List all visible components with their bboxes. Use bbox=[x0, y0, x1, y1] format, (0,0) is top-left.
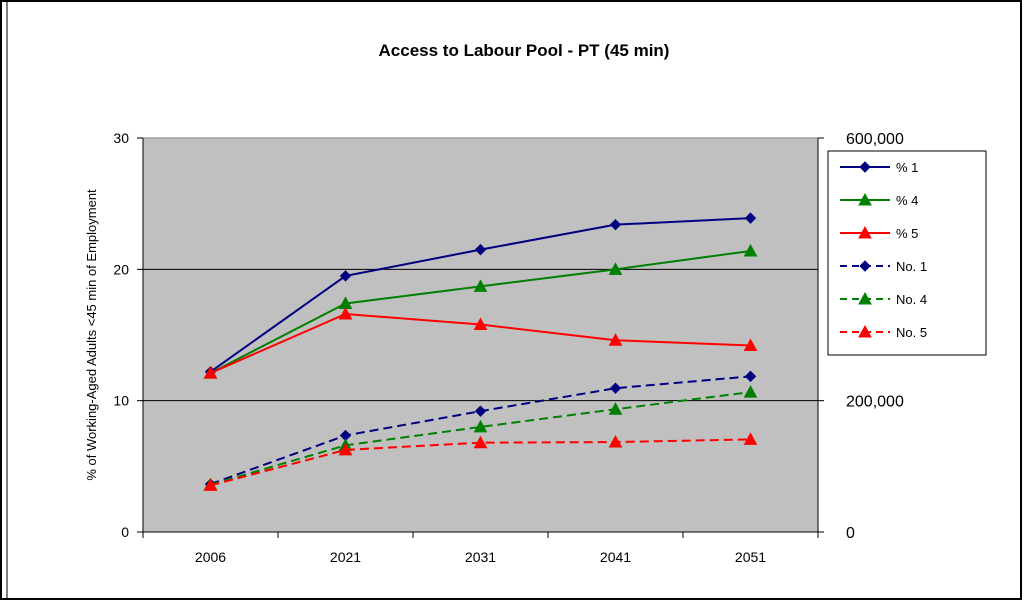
y-axis-label: % of Working-Aged Adults <45 min of Empl… bbox=[84, 189, 99, 481]
data-point bbox=[203, 366, 218, 379]
series-layer bbox=[203, 212, 758, 491]
x-tick-label: 2051 bbox=[735, 549, 766, 565]
chart-title: Access to Labour Pool - PT (45 min) bbox=[379, 41, 670, 60]
data-point bbox=[473, 317, 488, 330]
y-tick-label: 30 bbox=[113, 130, 129, 146]
legend-label: % 1 bbox=[896, 160, 918, 175]
plot-area bbox=[142, 137, 819, 533]
legend-marker bbox=[858, 225, 872, 239]
data-point bbox=[608, 402, 623, 415]
legend-marker bbox=[859, 260, 871, 272]
x-tick-label: 2041 bbox=[600, 549, 631, 565]
legend-entry: No. 1 bbox=[840, 259, 927, 274]
legend-label: No. 5 bbox=[896, 325, 927, 340]
x-tick-label: 2031 bbox=[465, 549, 496, 565]
data-point bbox=[473, 435, 488, 449]
data-point bbox=[744, 212, 757, 224]
data-point bbox=[743, 385, 758, 398]
legend-marker bbox=[858, 324, 872, 338]
data-point bbox=[608, 262, 623, 275]
data-point bbox=[744, 370, 757, 383]
x-tick-label: 2021 bbox=[330, 549, 361, 565]
legend-entry: No. 5 bbox=[840, 324, 927, 340]
data-point bbox=[473, 279, 488, 292]
y2-tick-label: 200,000 bbox=[846, 394, 904, 411]
legend-entry: % 4 bbox=[840, 192, 918, 208]
legend-label: No. 4 bbox=[896, 292, 927, 307]
series-3 bbox=[203, 306, 758, 379]
y-tick-label: 10 bbox=[113, 393, 129, 409]
legend-label: % 5 bbox=[896, 226, 918, 241]
legend-entry: % 1 bbox=[840, 160, 918, 175]
legend-items: % 1 % 4 % 5 No. 1 No. 4 No. 5 bbox=[840, 160, 927, 340]
data-point bbox=[608, 333, 623, 346]
legend-entry: % 5 bbox=[840, 225, 918, 241]
x-ticks: 2006 2021 2031 2041 2051 bbox=[142, 532, 819, 565]
legend-marker bbox=[858, 291, 872, 305]
data-point bbox=[203, 478, 218, 491]
data-point bbox=[338, 306, 353, 320]
legend-label: No. 1 bbox=[896, 259, 927, 274]
legend-entry: No. 4 bbox=[840, 291, 927, 307]
legend-label: % 4 bbox=[896, 193, 918, 208]
y2-tick-label: 600,000 bbox=[846, 131, 904, 148]
data-point bbox=[743, 243, 758, 257]
data-point bbox=[338, 442, 353, 456]
data-point bbox=[743, 338, 758, 352]
x-tick-label: 2006 bbox=[195, 549, 226, 565]
data-point bbox=[743, 432, 758, 445]
y-ticks-left: 0 10 20 30 bbox=[113, 130, 143, 540]
legend bbox=[827, 150, 987, 356]
y-tick-label: 0 bbox=[121, 524, 129, 540]
data-point bbox=[339, 270, 352, 282]
legend-marker bbox=[859, 161, 871, 173]
legend-marker bbox=[858, 192, 872, 206]
data-point bbox=[474, 405, 487, 417]
data-point bbox=[608, 434, 623, 448]
data-point bbox=[609, 218, 622, 231]
data-point bbox=[473, 419, 488, 433]
y-ticks-right: 0 200,000 600,000 bbox=[818, 131, 904, 542]
series-6 bbox=[203, 432, 758, 491]
y2-tick-label: 0 bbox=[846, 525, 855, 542]
data-point bbox=[474, 243, 487, 256]
y-tick-label: 20 bbox=[113, 261, 129, 277]
gridlines bbox=[143, 268, 818, 402]
data-point bbox=[609, 382, 622, 394]
